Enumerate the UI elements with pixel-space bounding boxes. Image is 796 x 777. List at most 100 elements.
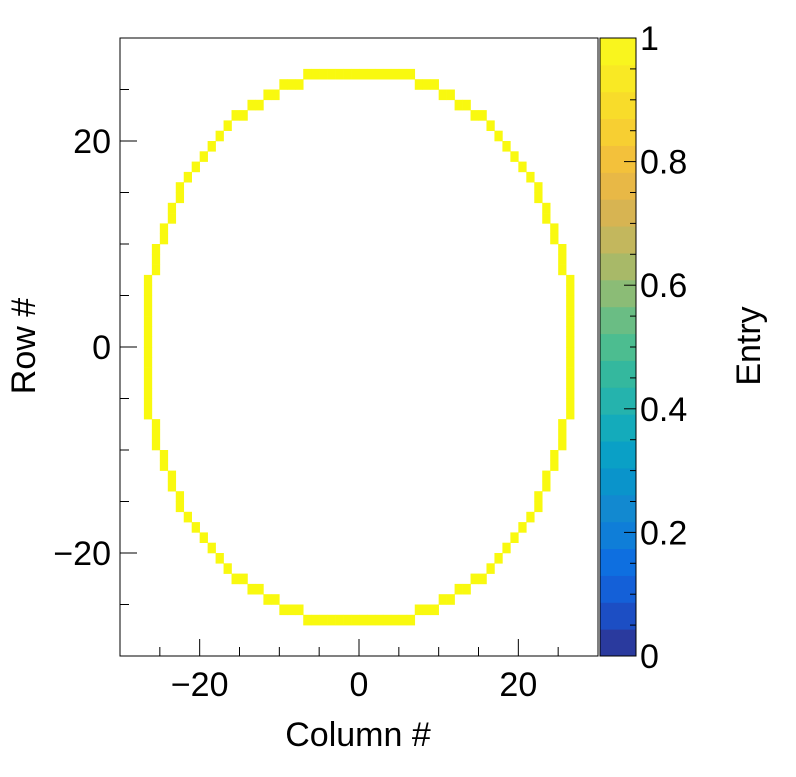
heatmap-cell — [478, 110, 487, 121]
colorbar-swatch — [600, 629, 636, 657]
colorbar-swatch — [600, 64, 636, 93]
heatmap-cell — [207, 542, 216, 554]
heatmap-cell — [510, 151, 519, 162]
heatmap-cell — [143, 316, 153, 327]
heatmap-cell — [335, 614, 344, 626]
heatmap-cell — [566, 408, 575, 420]
colorbar-tick-label: 0.2 — [640, 514, 687, 552]
heatmap-cell — [143, 398, 153, 410]
heatmap-cell — [271, 594, 280, 605]
heatmap-cell — [566, 336, 575, 348]
heatmap-cell — [558, 419, 567, 430]
heatmap-cell — [566, 305, 575, 317]
heatmap-cell — [143, 388, 153, 399]
heatmap-cell — [151, 264, 161, 276]
colorbar-swatch — [600, 575, 636, 603]
colorbar-swatch — [600, 226, 636, 254]
heatmap-cell — [279, 604, 288, 616]
heatmap-cell — [430, 79, 439, 90]
heatmap-cell — [295, 604, 304, 616]
heatmap-cell — [502, 141, 511, 152]
heatmap-cell — [494, 130, 503, 142]
heatmap-cell — [335, 68, 344, 80]
heatmap-cell — [470, 573, 479, 585]
heatmap-cell — [446, 89, 455, 101]
x-axis-title: Column # — [285, 716, 431, 754]
heatmap-cell — [374, 614, 384, 626]
heatmap-cell — [382, 614, 392, 626]
heatmap-cell — [303, 614, 312, 626]
heatmap-cell — [526, 171, 535, 183]
heatmap-cell — [343, 68, 352, 80]
heatmap-cell — [462, 583, 471, 595]
colorbar-swatch — [600, 521, 636, 550]
heatmap-cell — [183, 171, 192, 183]
heatmap-cell — [231, 110, 240, 121]
colorbar-swatch — [600, 145, 636, 173]
heatmap-cell — [558, 429, 567, 440]
heatmap-cell — [167, 213, 177, 224]
heatmap-cell — [558, 244, 567, 255]
heatmap-cell — [311, 68, 320, 80]
heatmap-cell — [151, 254, 161, 265]
heatmap-cell — [287, 604, 296, 616]
heatmap-cell — [223, 563, 232, 574]
heatmap-cell — [343, 614, 352, 626]
heatmap-cell — [167, 202, 177, 214]
colorbar-title: Entry — [730, 306, 768, 385]
heatmap-cell — [199, 151, 208, 162]
heatmap-cell — [159, 450, 169, 461]
colorbar-swatch — [600, 306, 636, 335]
heatmap-cell — [151, 419, 161, 430]
heatmap-cell — [526, 511, 535, 523]
heatmap-cell — [303, 68, 312, 80]
heatmap-cell — [151, 429, 161, 440]
heatmap-cell — [494, 553, 503, 564]
heatmap-cell — [175, 501, 185, 513]
heatmap-cell — [143, 274, 153, 286]
heatmap-cell — [143, 326, 153, 337]
colorbar-swatch — [600, 252, 636, 281]
y-tick-label: 0 — [92, 329, 111, 367]
x-tick-label: 20 — [499, 666, 537, 704]
heatmap-cell — [566, 398, 575, 410]
heatmap-cell — [239, 110, 248, 121]
heatmap-cell — [414, 79, 424, 90]
colorbar-swatch — [600, 172, 636, 200]
y-axis-title: Row # — [5, 298, 43, 394]
heatmap-cell — [422, 604, 431, 616]
heatmap-cell — [175, 182, 185, 193]
heatmap-cell — [167, 470, 177, 482]
heatmap-cell — [327, 68, 336, 80]
colorbar-swatch — [600, 279, 636, 308]
heatmap-cell — [255, 99, 264, 111]
heatmap-cell — [382, 68, 392, 80]
heatmap-cell — [143, 347, 153, 358]
heatmap-cell — [518, 161, 527, 173]
heatmap-cell — [510, 532, 519, 543]
heatmap-cell — [454, 583, 463, 595]
x-tick-label: 0 — [350, 666, 369, 704]
heatmap-cell — [231, 573, 240, 585]
heatmap-cell — [366, 68, 376, 80]
x-tick-label: −20 — [171, 666, 229, 704]
heatmap-cell — [311, 614, 320, 626]
heatmap-cell — [550, 460, 559, 471]
heatmap-cell — [143, 336, 153, 348]
heatmap-cell — [566, 388, 575, 399]
heatmap-cell — [327, 614, 336, 626]
heatmap-cell — [143, 295, 153, 307]
heatmap-cell — [558, 439, 567, 451]
heatmap-cell — [183, 511, 192, 523]
colorbar-tick-label: 0.6 — [640, 267, 687, 305]
y-tick-label: −20 — [53, 535, 111, 573]
heatmap-cell — [438, 594, 447, 605]
heatmap-cell — [151, 439, 161, 451]
heatmap-cell — [566, 347, 575, 358]
heatmap-cell — [550, 233, 559, 245]
heatmap-cell — [486, 120, 495, 131]
heatmap-cell — [207, 141, 216, 152]
heatmap-cell — [518, 522, 527, 533]
